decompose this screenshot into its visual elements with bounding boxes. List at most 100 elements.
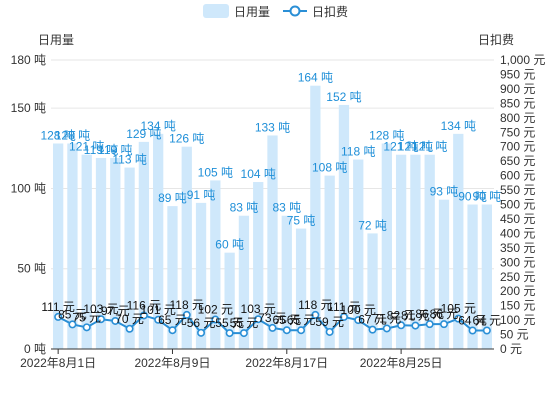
bar bbox=[81, 154, 92, 349]
bar-value-label: 121 吨 bbox=[398, 140, 433, 154]
fee-value-label: 105 元 bbox=[441, 302, 476, 316]
y-right-tick-label: 350 元 bbox=[500, 241, 535, 255]
fee-value-label: 56 元 bbox=[187, 316, 216, 330]
bar bbox=[95, 157, 107, 349]
fee-point bbox=[482, 326, 491, 335]
fee-value-label: 100 元 bbox=[341, 303, 376, 317]
y-right-tick-label: 300 元 bbox=[500, 255, 535, 269]
bar-value-label: 105 吨 bbox=[198, 165, 233, 179]
legend-line-marker[interactable] bbox=[289, 5, 301, 17]
bar bbox=[181, 146, 192, 349]
bar bbox=[224, 252, 235, 349]
bar-value-label: 128 吨 bbox=[369, 128, 404, 142]
bar bbox=[67, 143, 78, 349]
bar bbox=[395, 154, 407, 349]
fee-point bbox=[325, 327, 334, 336]
y-right-tick-label: 700 元 bbox=[500, 140, 535, 154]
bar bbox=[110, 157, 121, 349]
legend-line-label[interactable]: 日扣费 bbox=[312, 5, 348, 19]
y-right-tick-label: 1,000 元 bbox=[500, 53, 545, 67]
fee-point bbox=[68, 320, 77, 329]
bar-value-label: 90 吨 bbox=[458, 190, 487, 204]
bar bbox=[467, 204, 478, 349]
legend-bar-label[interactable]: 日用量 bbox=[234, 5, 270, 19]
bar-value-label: 104 吨 bbox=[241, 167, 276, 181]
fee-point bbox=[282, 326, 291, 335]
fee-value-label: 102 元 bbox=[198, 303, 233, 317]
fee-point bbox=[139, 311, 148, 320]
bar bbox=[167, 206, 178, 349]
x-tick-label: 2022年8月17日 bbox=[245, 356, 328, 370]
fee-value-label: 73 元 bbox=[258, 311, 287, 325]
fee-point bbox=[268, 323, 277, 332]
bar bbox=[195, 202, 207, 349]
line-series bbox=[54, 310, 491, 338]
bar-value-label: 60 吨 bbox=[215, 238, 244, 252]
fee-value-label: 71 元 bbox=[372, 311, 401, 325]
y-right-tick-label: 50 元 bbox=[500, 328, 529, 342]
fee-point bbox=[339, 312, 348, 321]
fee-point bbox=[297, 326, 306, 335]
y-right-tick-label: 600 元 bbox=[500, 169, 535, 183]
y-left-tick-label: 150 吨 bbox=[11, 101, 46, 115]
fee-point bbox=[97, 315, 106, 324]
fee-point bbox=[397, 321, 406, 330]
bar-value-label: 93 吨 bbox=[430, 185, 459, 199]
bar-value-label: 121 吨 bbox=[69, 140, 104, 154]
fee-value-label: 86 元 bbox=[415, 307, 444, 321]
fee-value-label: 55 元 bbox=[215, 316, 244, 330]
fee-point bbox=[354, 316, 363, 325]
fee-point bbox=[197, 328, 206, 337]
fee-point bbox=[425, 320, 434, 329]
fee-value-label: 64 元 bbox=[458, 314, 487, 328]
bar-value-label: 83 吨 bbox=[272, 201, 301, 215]
fee-value-label: 70 元 bbox=[115, 312, 144, 326]
y-right-tick-label: 800 元 bbox=[500, 111, 535, 125]
bar-value-label: 128 吨 bbox=[55, 128, 90, 142]
fee-point bbox=[368, 325, 377, 334]
fee-point bbox=[211, 315, 220, 324]
bar-value-label: 75 吨 bbox=[287, 214, 316, 228]
fee-value-label: 67 元 bbox=[358, 313, 387, 327]
fee-point bbox=[254, 315, 263, 324]
bar bbox=[481, 204, 492, 349]
bar bbox=[453, 133, 464, 349]
bar-value-label: 121 吨 bbox=[412, 140, 447, 154]
y-left-tick-label: 0 吨 bbox=[24, 342, 46, 356]
bar-value-label: 126 吨 bbox=[169, 132, 204, 146]
y-left-tick-label: 100 吨 bbox=[11, 181, 46, 195]
legend-bar-swatch[interactable] bbox=[203, 4, 229, 18]
y-right-tick-label: 950 元 bbox=[500, 67, 535, 81]
fee-point bbox=[125, 324, 134, 333]
fee-value-label: 59 元 bbox=[315, 315, 344, 329]
bar bbox=[338, 104, 350, 349]
fee-value-label: 65 元 bbox=[158, 313, 187, 327]
fee-point bbox=[154, 315, 163, 324]
fee-point bbox=[54, 312, 63, 321]
fee-point bbox=[182, 310, 191, 319]
fee-point bbox=[468, 326, 477, 335]
bar bbox=[153, 133, 164, 349]
bar bbox=[267, 135, 278, 349]
y-right-tick-label: 0 元 bbox=[500, 342, 522, 356]
bar-value-label: 134 吨 bbox=[441, 119, 476, 133]
bar-value-label: 134 吨 bbox=[140, 119, 175, 133]
bar bbox=[281, 215, 292, 349]
fee-point bbox=[111, 316, 120, 325]
bar-value-label: 118 吨 bbox=[341, 145, 375, 159]
bar-value-label: 128 吨 bbox=[40, 128, 75, 142]
fee-point bbox=[82, 323, 91, 332]
fee-value-label: 103 元 bbox=[241, 302, 276, 316]
y-right-tick-label: 650 元 bbox=[500, 154, 535, 168]
bar bbox=[367, 233, 378, 349]
fee-value-label: 86 元 bbox=[430, 307, 459, 321]
y-right-tick-label: 200 元 bbox=[500, 284, 535, 298]
fee-value-label: 118 元 bbox=[170, 298, 204, 312]
bar bbox=[410, 154, 421, 349]
y-right-tick-label: 250 元 bbox=[500, 270, 535, 284]
fee-value-label: 116 元 bbox=[127, 298, 161, 312]
